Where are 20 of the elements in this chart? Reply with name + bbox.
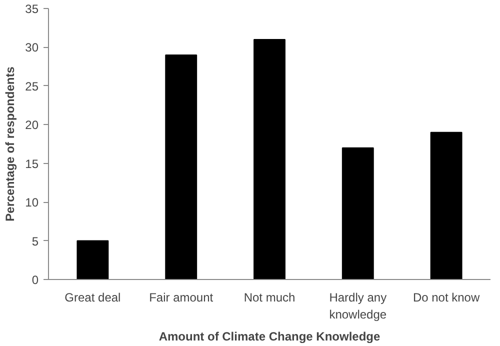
bar: [430, 132, 462, 280]
y-tick-label: 20: [25, 118, 39, 132]
y-tick-label: 0: [32, 273, 39, 287]
y-tick-label: 15: [25, 156, 39, 171]
x-tick-label: Not much: [244, 290, 296, 304]
y-tick-label: 35: [25, 2, 39, 16]
y-tick-label: 25: [25, 79, 39, 94]
bar: [254, 38, 286, 280]
y-tick-label: 5: [32, 234, 39, 248]
y-axis-title: Percentage of respondents: [3, 66, 18, 222]
bar: [342, 147, 374, 280]
bar: [165, 54, 198, 280]
y-tick-label: 30: [25, 40, 39, 55]
y-tick-label: 10: [25, 196, 39, 210]
bar: [76, 240, 109, 280]
x-tick-label: Fair amount: [149, 290, 214, 304]
x-tick-label: Great deal: [64, 290, 121, 304]
x-tick-label: Hardly any knowledge: [329, 290, 387, 322]
x-tick-label: Do not know: [412, 290, 480, 304]
x-axis-title: Amount of Climate Change Knowledge: [158, 329, 380, 344]
